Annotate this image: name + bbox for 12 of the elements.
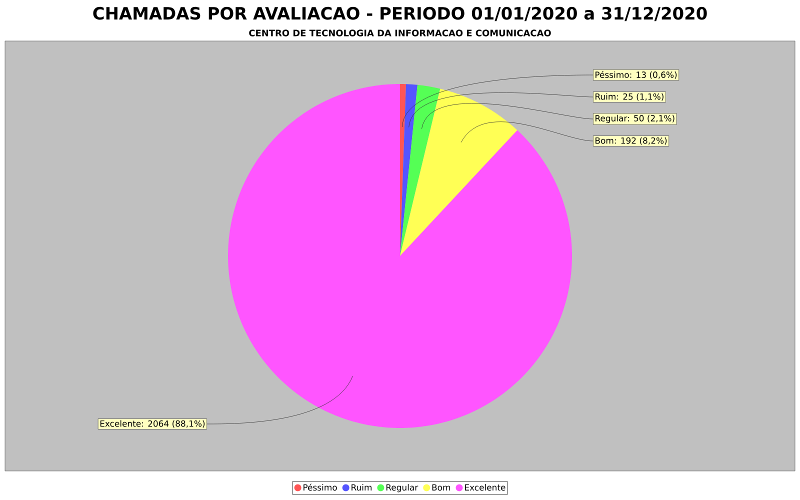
legend-label: Ruim xyxy=(352,484,372,491)
data-label: Ruim: 25 (1,1%) xyxy=(596,93,664,101)
chart-subtitle: CENTRO DE TECNOLOGIA DA INFORMACAO E COMUNICACAO xyxy=(249,30,551,36)
legend-label: Bom xyxy=(432,484,450,491)
data-label: Regular: 50 (2,1%) xyxy=(596,114,674,124)
legend-label: Péssimo xyxy=(304,484,337,491)
chart-title: CHAMADAS POR AVALIACAO - PERIODO 01/01/2020 a 31/12/2020 xyxy=(93,6,707,22)
legend-label: Regular xyxy=(386,484,418,492)
legend-label: Excelente xyxy=(464,484,506,491)
data-label: Excelente: 2064 (88,1%) xyxy=(100,420,205,428)
data-label: Bom: 192 (8,2%) xyxy=(596,137,667,145)
data-label: Péssimo: 13 (0,6%) xyxy=(596,71,677,79)
